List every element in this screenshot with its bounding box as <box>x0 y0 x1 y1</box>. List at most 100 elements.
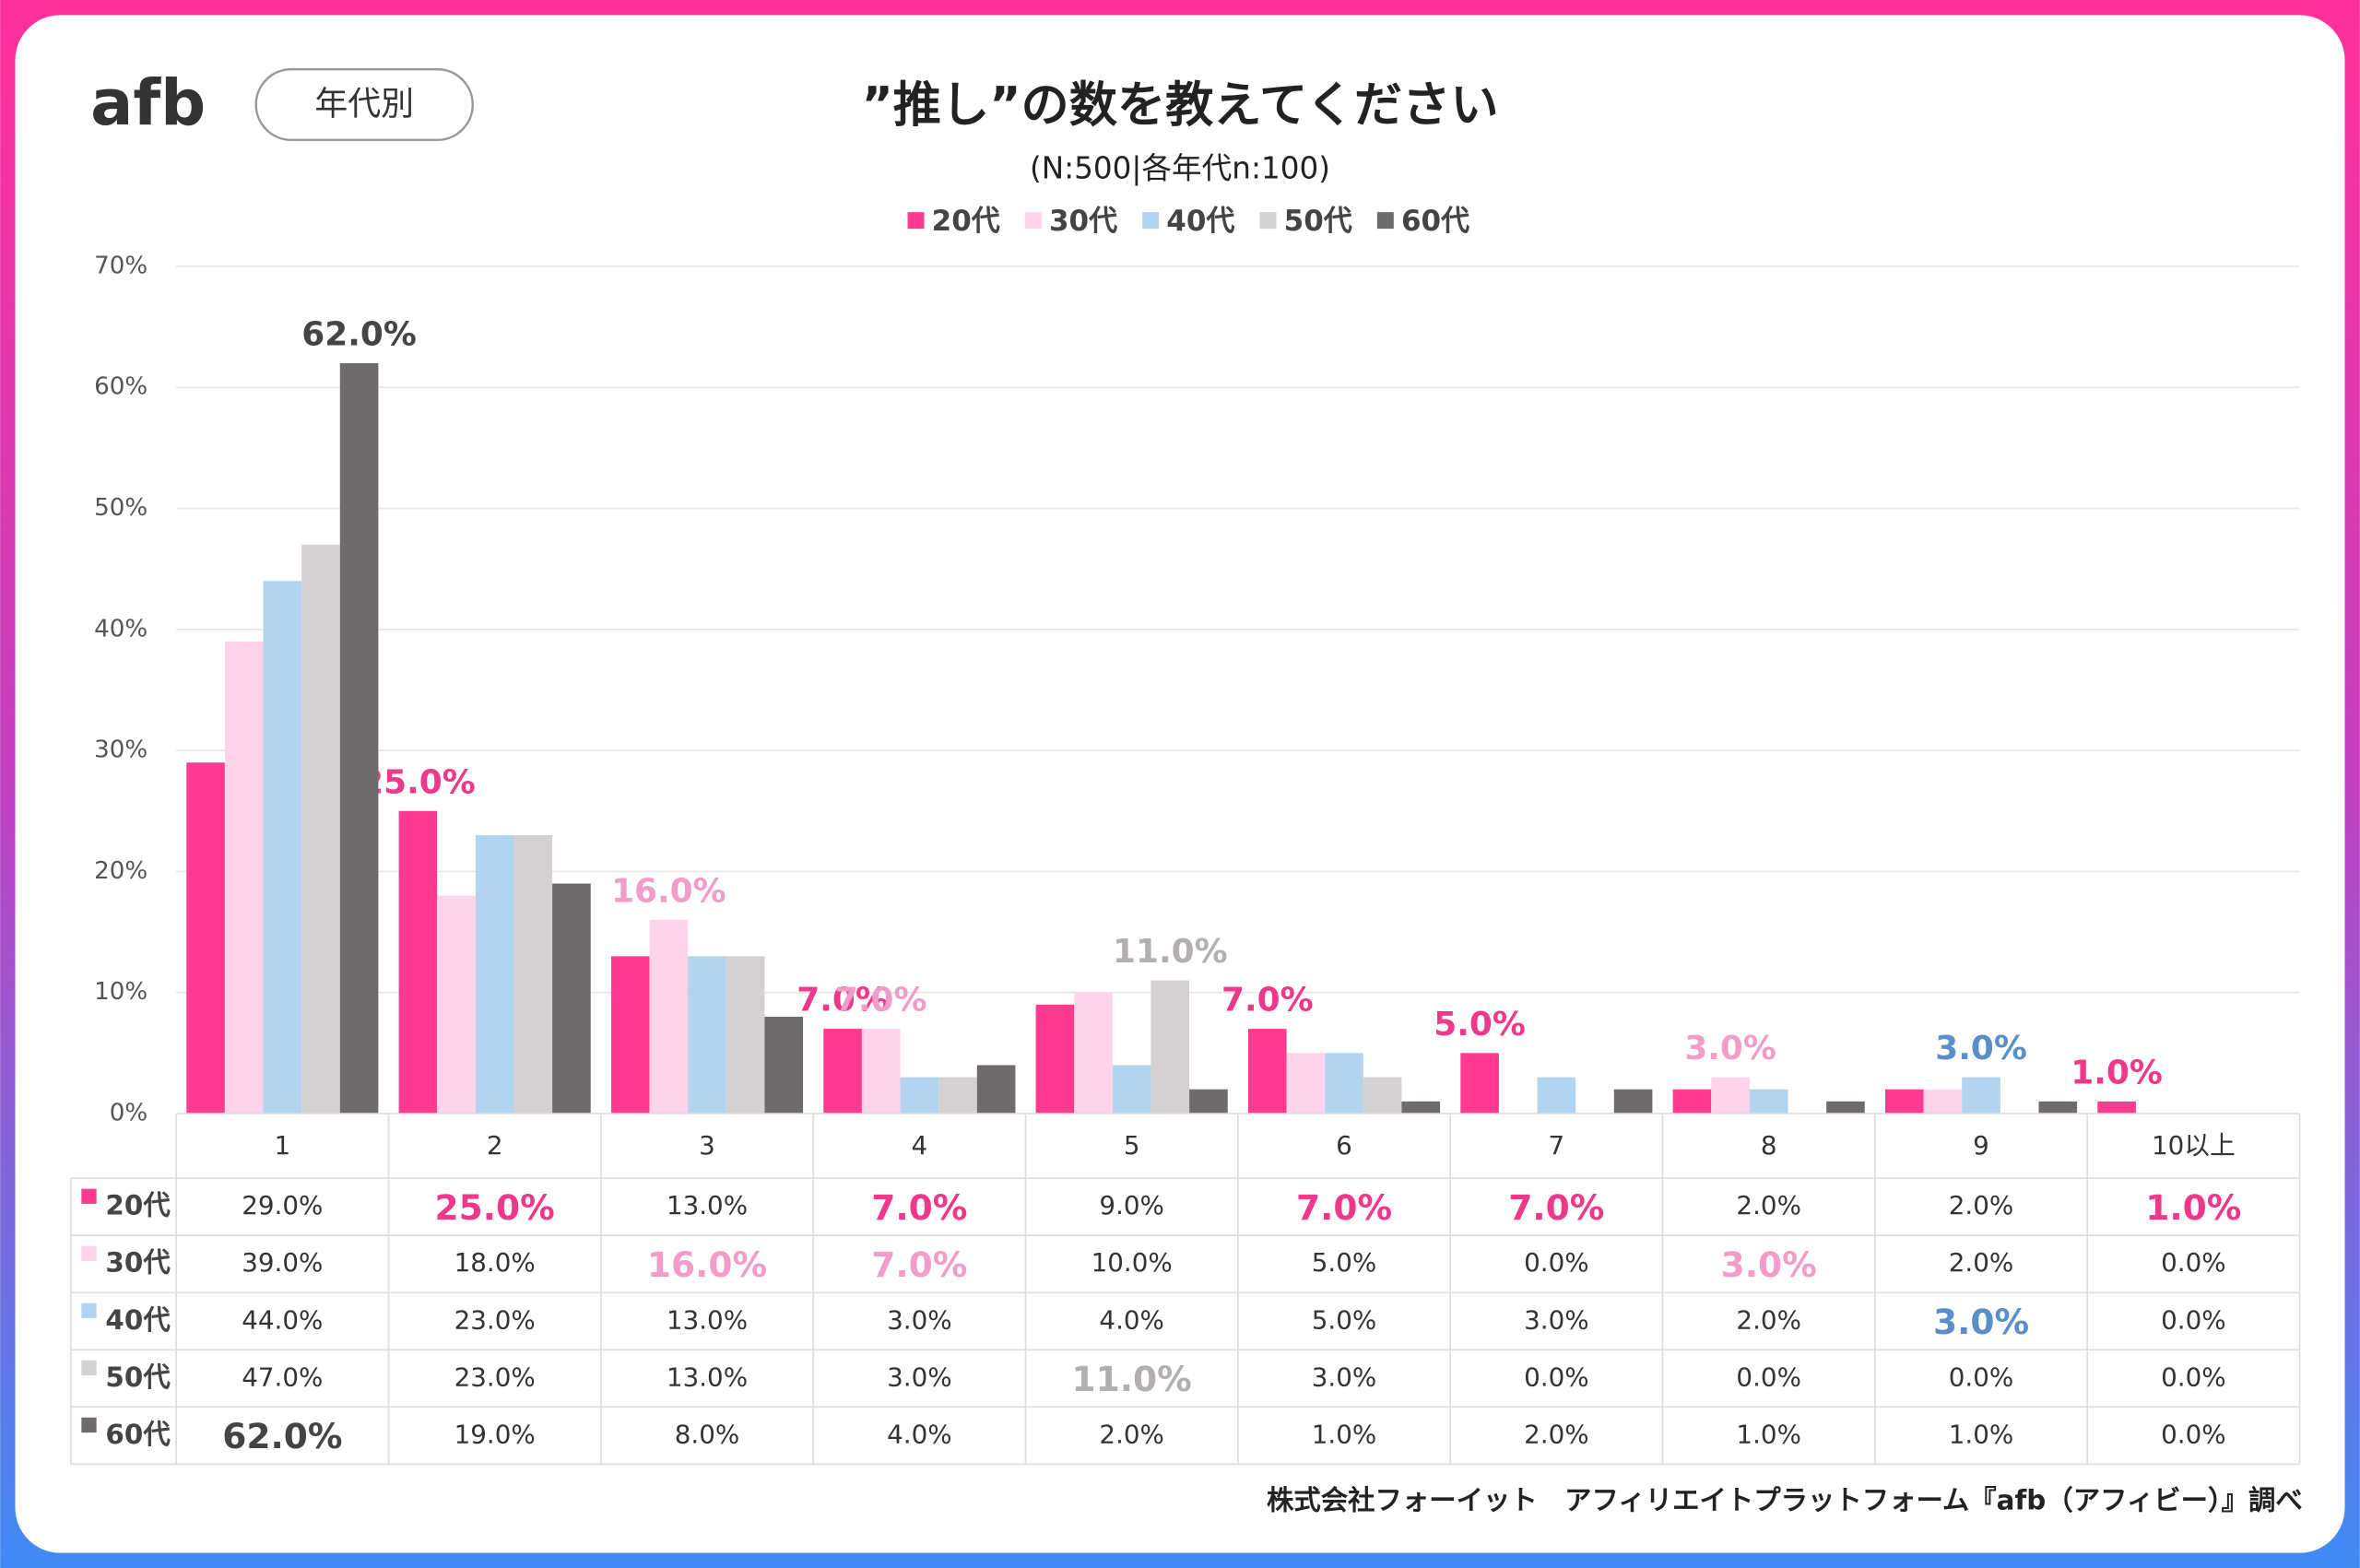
bar <box>1150 980 1190 1114</box>
bar <box>1189 1089 1228 1114</box>
bar <box>513 835 553 1114</box>
table-cell: 0.0% <box>2161 1304 2226 1335</box>
bar <box>2038 1101 2078 1114</box>
bar <box>976 1065 1016 1114</box>
bar <box>1074 992 1113 1114</box>
bar <box>1035 1004 1075 1114</box>
table-swatch <box>81 1245 97 1261</box>
table-cell: 2.0% <box>1949 1190 2014 1220</box>
table-cell: 0.0% <box>2161 1362 2226 1392</box>
table-cell: 0.0% <box>1524 1362 1589 1392</box>
table-cell: 8.0% <box>675 1419 740 1449</box>
bar <box>475 835 514 1114</box>
table-cell: 1.0% <box>1949 1419 2014 1449</box>
bar <box>398 810 438 1114</box>
bar <box>688 956 726 1114</box>
bar <box>823 1029 862 1114</box>
table-cell: 0.0% <box>2161 1419 2226 1449</box>
legend-swatch <box>1376 212 1394 230</box>
chart-title: ”推し”の数を教えてください <box>861 78 1498 134</box>
bar <box>1884 1089 1924 1114</box>
data-label: 11.0% <box>1113 933 1228 971</box>
x-tick-label: 6 <box>1336 1130 1352 1161</box>
table-cell: 13.0% <box>667 1362 748 1392</box>
data-label: 1.0% <box>2071 1054 2163 1091</box>
data-label: 7.0% <box>796 982 889 1020</box>
bar <box>224 641 264 1114</box>
bar <box>437 895 476 1114</box>
table-cell: 3.0% <box>887 1304 952 1335</box>
data-label: 3.0% <box>1935 1030 2027 1067</box>
table-cell: 39.0% <box>242 1247 323 1278</box>
table-cell: 13.0% <box>667 1190 748 1220</box>
table-row-label: 50代 <box>105 1362 171 1393</box>
data-label: 62.0% <box>301 316 417 354</box>
x-tick-label: 8 <box>1761 1130 1777 1161</box>
x-tick-label: 9 <box>1973 1130 1989 1161</box>
panel <box>15 15 2345 1553</box>
table-cell: 5.0% <box>1312 1247 1377 1278</box>
table-cell: 2.0% <box>1949 1247 2014 1278</box>
y-tick-label: 10% <box>94 978 148 1006</box>
table-cell: 0.0% <box>1524 1247 1589 1278</box>
y-tick-label: 70% <box>94 252 148 279</box>
table-cell: 3.0% <box>887 1362 952 1392</box>
x-tick-label: 2 <box>487 1130 503 1161</box>
table-row-label: 30代 <box>105 1247 171 1279</box>
table-cell: 23.0% <box>454 1304 536 1335</box>
bar <box>2097 1101 2136 1114</box>
table-row-label: 20代 <box>105 1190 171 1221</box>
table-row-label: 60代 <box>105 1419 171 1450</box>
legend-swatch <box>1024 212 1042 230</box>
bar <box>938 1077 977 1114</box>
bar <box>1247 1029 1287 1114</box>
x-tick-label: 7 <box>1549 1130 1565 1161</box>
bar <box>1401 1101 1441 1114</box>
table-cell: 3.0% <box>1524 1304 1589 1335</box>
legend-label: 40代 <box>1166 205 1234 238</box>
table-cell: 3.0% <box>1312 1362 1377 1392</box>
table-cell: 0.0% <box>1949 1362 2014 1392</box>
bar <box>610 956 650 1114</box>
table-swatch <box>81 1360 97 1376</box>
data-label: 7.0% <box>835 982 927 1020</box>
table-cell: 0.0% <box>1736 1362 1801 1392</box>
table-cell: 7.0% <box>1296 1187 1392 1228</box>
bar <box>1460 1053 1499 1114</box>
table-cell: 11.0% <box>1072 1359 1192 1399</box>
badge-box <box>254 67 474 142</box>
data-label: 5.0% <box>1434 1006 1526 1043</box>
table-cell: 9.0% <box>1099 1190 1164 1220</box>
table-cell: 5.0% <box>1312 1304 1377 1335</box>
bar <box>900 1077 939 1114</box>
table-cell: 7.0% <box>871 1244 967 1285</box>
table-cell: 3.0% <box>1721 1244 1817 1285</box>
bar <box>1711 1077 1750 1114</box>
legend-swatch <box>907 212 925 230</box>
data-label: 25.0% <box>360 763 476 801</box>
table-cell: 44.0% <box>242 1304 323 1335</box>
footer: 株式会社フォーイット アフィリエイトプラットフォーム『afb（アフィビー）』調べ <box>1267 1485 2303 1516</box>
table-cell: 1.0% <box>1736 1419 1801 1449</box>
table-cell: 2.0% <box>1736 1304 1801 1335</box>
table-cell: 25.0% <box>435 1187 555 1228</box>
table-row-label: 40代 <box>105 1304 171 1336</box>
y-tick-label: 20% <box>94 857 148 885</box>
table-cell: 19.0% <box>454 1419 536 1449</box>
table-cell: 47.0% <box>242 1362 323 1392</box>
table-cell: 7.0% <box>871 1187 967 1228</box>
table-cell: 1.0% <box>1312 1419 1377 1449</box>
x-tick-label: 5 <box>1124 1130 1140 1161</box>
y-tick-label: 60% <box>94 373 148 401</box>
table-cell: 2.0% <box>1736 1190 1801 1220</box>
bar <box>301 544 340 1114</box>
table-cell: 0.0% <box>2161 1247 2226 1278</box>
subtitle: (N:500|各年代n:100) <box>1030 150 1330 185</box>
bar <box>1826 1101 1865 1114</box>
x-tick-label: 10以上 <box>2152 1130 2236 1161</box>
table-swatch <box>81 1303 97 1319</box>
y-tick-label: 50% <box>94 494 148 522</box>
bar <box>1613 1089 1653 1114</box>
table-cell: 7.0% <box>1508 1187 1604 1228</box>
